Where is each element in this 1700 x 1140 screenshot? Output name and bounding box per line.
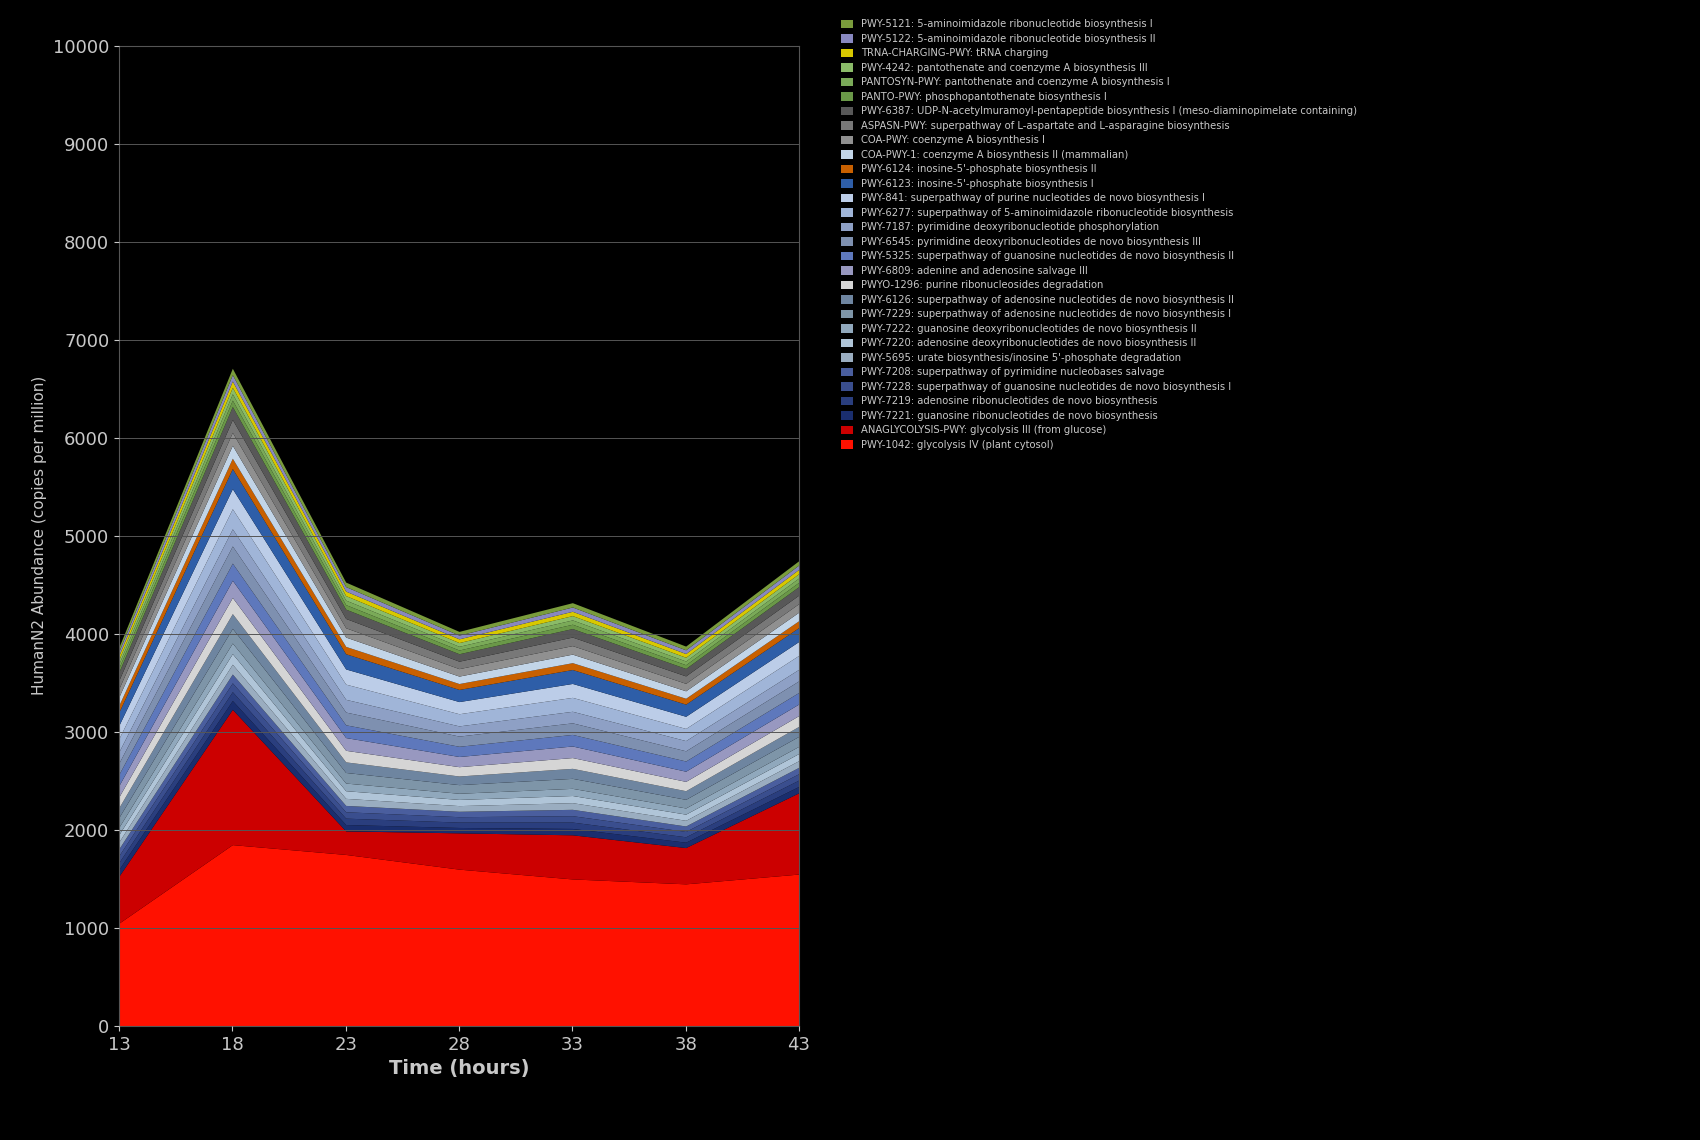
X-axis label: Time (hours): Time (hours)	[389, 1059, 529, 1078]
Y-axis label: HumanN2 Abundance (copies per million): HumanN2 Abundance (copies per million)	[32, 376, 48, 695]
Legend: PWY-5121: 5-aminoimidazole ribonucleotide biosynthesis I, PWY-5122: 5-aminoimida: PWY-5121: 5-aminoimidazole ribonucleotid…	[838, 16, 1360, 453]
